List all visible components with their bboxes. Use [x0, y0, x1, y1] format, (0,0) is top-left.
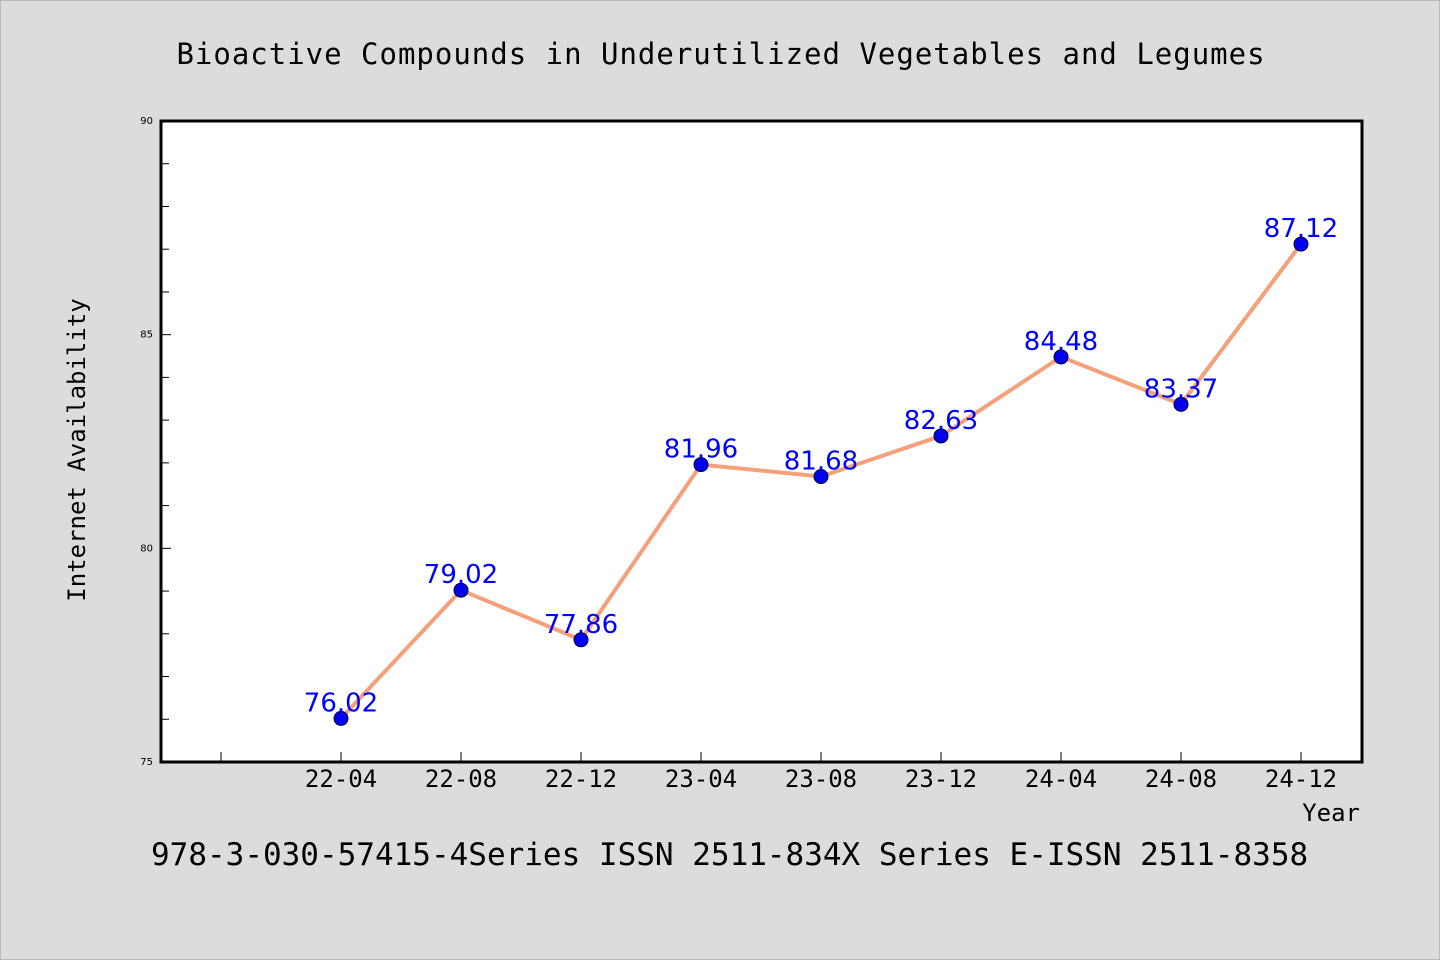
x-tick-label: 22-08 [425, 765, 497, 793]
y-tick-label: 80 [140, 543, 153, 554]
chart-title: Bioactive Compounds in Underutilized Veg… [176, 37, 1265, 71]
series-markers-group [333, 236, 1309, 726]
data-label: 76.02 [304, 688, 378, 718]
data-point-marker [1293, 236, 1309, 252]
data-label: 79.02 [424, 560, 498, 590]
data-label: 81.68 [784, 447, 858, 477]
data-label: 84.48 [1024, 327, 1098, 357]
data-label: 87.12 [1264, 214, 1338, 244]
data-labels-group: 76.02 79.02 77.86 81.96 81.68 82.63 84.48 83.37… [304, 214, 1338, 718]
footer-isbn-text: 978-3-030-57415-4Series ISSN 2511-834X S… [151, 837, 1308, 873]
x-tick-label: 22-04 [305, 765, 377, 793]
data-point-marker [453, 582, 469, 598]
x-tick-label: 24-12 [1265, 765, 1337, 793]
data-point-marker [333, 710, 349, 726]
plot-area [159, 119, 1364, 764]
y-axis-title: Internet Availability [63, 298, 91, 601]
data-label: 77.86 [544, 610, 618, 640]
data-point-marker [933, 428, 949, 444]
y-axis: 75 80 85 90 [140, 116, 171, 768]
x-tick-label: 23-04 [665, 765, 737, 793]
data-label: 83.37 [1144, 374, 1218, 404]
y-tick-label: 75 [140, 757, 153, 768]
x-tick-label: 22-12 [545, 765, 617, 793]
x-tick-label: 24-08 [1145, 765, 1217, 793]
data-point-marker [1053, 349, 1069, 365]
x-tick-label: 23-08 [785, 765, 857, 793]
data-label: 81.96 [664, 435, 738, 465]
x-tick-label: 24-04 [1025, 765, 1097, 793]
y-tick-label: 90 [140, 116, 153, 127]
x-tick-label: 23-12 [905, 765, 977, 793]
data-point-marker [573, 632, 589, 648]
data-point-marker [693, 457, 709, 473]
x-axis-title: Year [1302, 799, 1360, 827]
data-point-marker [813, 469, 829, 485]
data-point-marker [1173, 396, 1189, 412]
y-tick-label: 85 [140, 330, 153, 341]
data-label: 82.63 [904, 406, 978, 436]
x-axis: 22-04 22-08 22-12 23-04 23-08 23-12 24-04 24-08… [220, 752, 1337, 793]
